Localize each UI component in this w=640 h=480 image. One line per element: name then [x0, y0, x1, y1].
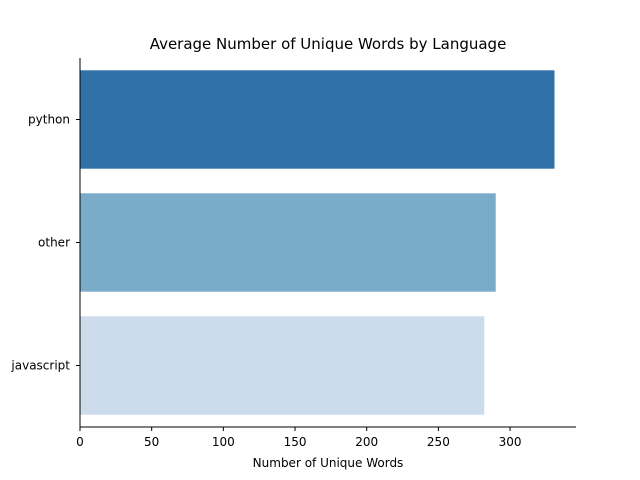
- x-axis-label: Number of Unique Words: [253, 456, 404, 470]
- y-tick-label: javascript: [10, 359, 70, 373]
- x-tick-label: 100: [212, 435, 235, 449]
- x-tick-label: 200: [355, 435, 378, 449]
- y-tick-label: other: [38, 236, 70, 250]
- chart-title: Average Number of Unique Words by Langua…: [150, 35, 507, 53]
- x-tick-label: 50: [144, 435, 159, 449]
- bars-layer: [80, 70, 555, 415]
- x-tick-label: 300: [499, 435, 522, 449]
- ticks-layer: python other javascript 0 50 100 150 200 250 300: [10, 113, 521, 450]
- bar-other: [80, 193, 496, 292]
- bar-javascript: [80, 316, 485, 415]
- y-tick-label: python: [28, 113, 70, 127]
- x-tick-label: 250: [427, 435, 450, 449]
- x-tick-label: 150: [284, 435, 307, 449]
- bar-python: [80, 70, 555, 169]
- x-tick-label: 0: [76, 435, 84, 449]
